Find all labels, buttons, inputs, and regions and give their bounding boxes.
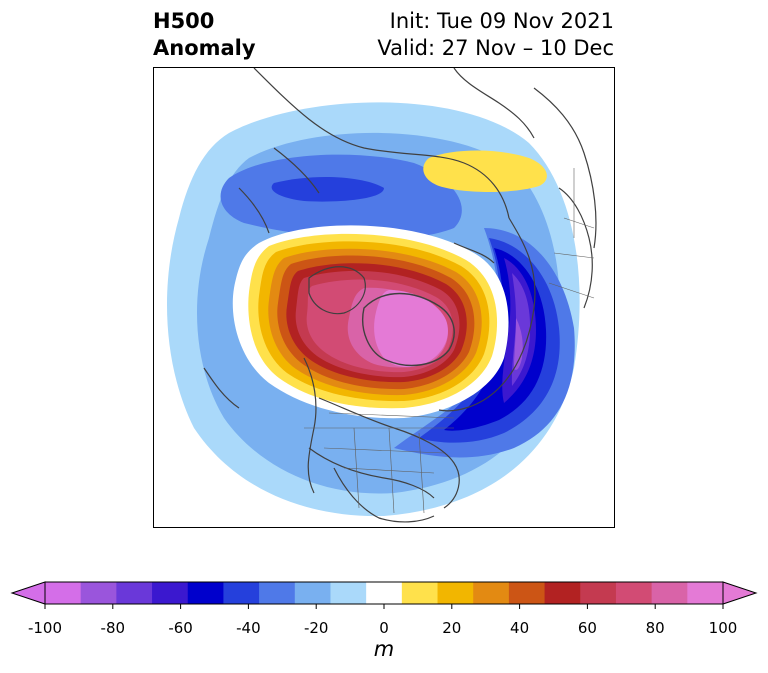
- colorbar-units: m: [373, 637, 395, 661]
- colorbar-segment: [687, 582, 724, 604]
- neg-anomaly-50-west: [271, 176, 384, 202]
- anomaly-map: [167, 68, 597, 523]
- colorbar-segment: [80, 582, 117, 604]
- pos-anomaly-90: [374, 290, 448, 368]
- colorbar-segment: [473, 582, 510, 604]
- map-panel: [153, 67, 615, 528]
- colorbar-segment: [116, 582, 153, 604]
- colorbar-segment: [401, 582, 439, 604]
- colorbar-segment: [45, 582, 82, 604]
- colorbar: [10, 581, 758, 609]
- title-left: H500 Anomaly: [153, 8, 256, 62]
- pos-anomaly-ne-10: [423, 150, 547, 192]
- colorbar-tick-label: -20: [303, 619, 329, 637]
- colorbar-segment: [544, 582, 581, 604]
- title-variable: H500: [153, 9, 215, 33]
- colorbar-segment: [437, 582, 474, 604]
- colorbar-segment: [330, 582, 367, 604]
- colorbar-extend-low: [10, 581, 46, 605]
- colorbar-segment: [223, 582, 260, 604]
- colorbar-segment: [366, 582, 403, 604]
- colorbar-segment: [187, 582, 224, 604]
- borders: [304, 168, 595, 514]
- colorbar-segment: [259, 582, 296, 604]
- colorbar-tick-label: 100: [708, 619, 738, 637]
- init-date: Init: Tue 09 Nov 2021: [389, 9, 614, 33]
- colorbar-tick-label: -60: [168, 619, 193, 637]
- colorbar-tick-label: 0: [379, 619, 389, 637]
- colorbar-tick-label: -80: [100, 619, 126, 637]
- colorbar-tick-label: 20: [442, 619, 462, 637]
- coastlines: [203, 68, 597, 523]
- colorbar-segment: [294, 582, 331, 604]
- colorbar-segment: [615, 582, 653, 604]
- colorbar-tick-label: -40: [236, 619, 261, 637]
- colorbar-tick-label: 80: [645, 619, 665, 637]
- colorbar-segment: [580, 582, 617, 604]
- colorbar-extend-high: [722, 581, 758, 605]
- colorbar-tick-label: 60: [577, 619, 597, 637]
- colorbar-segment: [152, 582, 189, 604]
- colorbar-tick-label: 40: [510, 619, 530, 637]
- colorbar-segment: [508, 582, 546, 604]
- valid-range: Valid: 27 Nov – 10 Dec: [377, 36, 614, 60]
- title-right: Init: Tue 09 Nov 2021 Valid: 27 Nov – 10…: [377, 8, 614, 62]
- title-anomaly: Anomaly: [153, 36, 256, 60]
- colorbar-tick-label: -100: [27, 619, 63, 637]
- colorbar-segment: [651, 582, 688, 604]
